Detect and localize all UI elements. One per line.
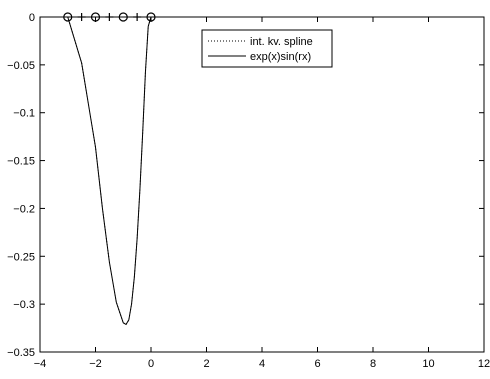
- x-tick-label: 10: [422, 358, 434, 370]
- y-tick-label: −0.3: [13, 299, 35, 311]
- x-tick-label: 0: [148, 358, 154, 370]
- legend-label-0: int. kv. spline: [250, 36, 313, 48]
- node-circle-marker: [118, 12, 128, 22]
- node-plus-marker: [133, 13, 142, 21]
- x-tick-label: −2: [89, 358, 102, 370]
- legend-label-1: exp(x)sin(rx): [250, 51, 311, 63]
- plot-area: [67, 16, 484, 326]
- node-markers: [63, 12, 156, 22]
- legend: int. kv. spline exp(x)sin(rx): [201, 29, 333, 68]
- x-tick-label: 12: [478, 358, 490, 370]
- y-axis: 0 −0.05 −0.1 −0.15 −0.2 −0.25 −0.3 −0.35: [7, 12, 484, 359]
- y-tick-label: 0: [29, 12, 35, 24]
- legend-box: [201, 29, 333, 68]
- node-circle-marker: [90, 12, 101, 22]
- node-circle-marker: [63, 12, 73, 22]
- x-tick-label: 2: [203, 358, 209, 370]
- y-tick-label: −0.05: [7, 60, 35, 72]
- node-circle-marker: [146, 12, 156, 22]
- x-tick-label: 8: [370, 358, 376, 370]
- y-tick-label: −0.25: [7, 251, 35, 263]
- series-line-1: [67, 16, 484, 326]
- y-tick-label: −0.1: [13, 108, 35, 120]
- node-plus-marker: [77, 13, 86, 21]
- x-tick-label: 6: [314, 358, 320, 370]
- x-tick-label: 4: [259, 358, 265, 370]
- x-axis: −4 −2 0 2 4 6 8 10 12: [34, 17, 490, 370]
- node-plus-marker: [105, 13, 114, 21]
- y-tick-label: −0.15: [7, 156, 35, 168]
- y-tick-label: −0.2: [13, 203, 35, 215]
- y-tick-label: −0.35: [7, 347, 35, 359]
- x-tick-label: −4: [34, 358, 47, 370]
